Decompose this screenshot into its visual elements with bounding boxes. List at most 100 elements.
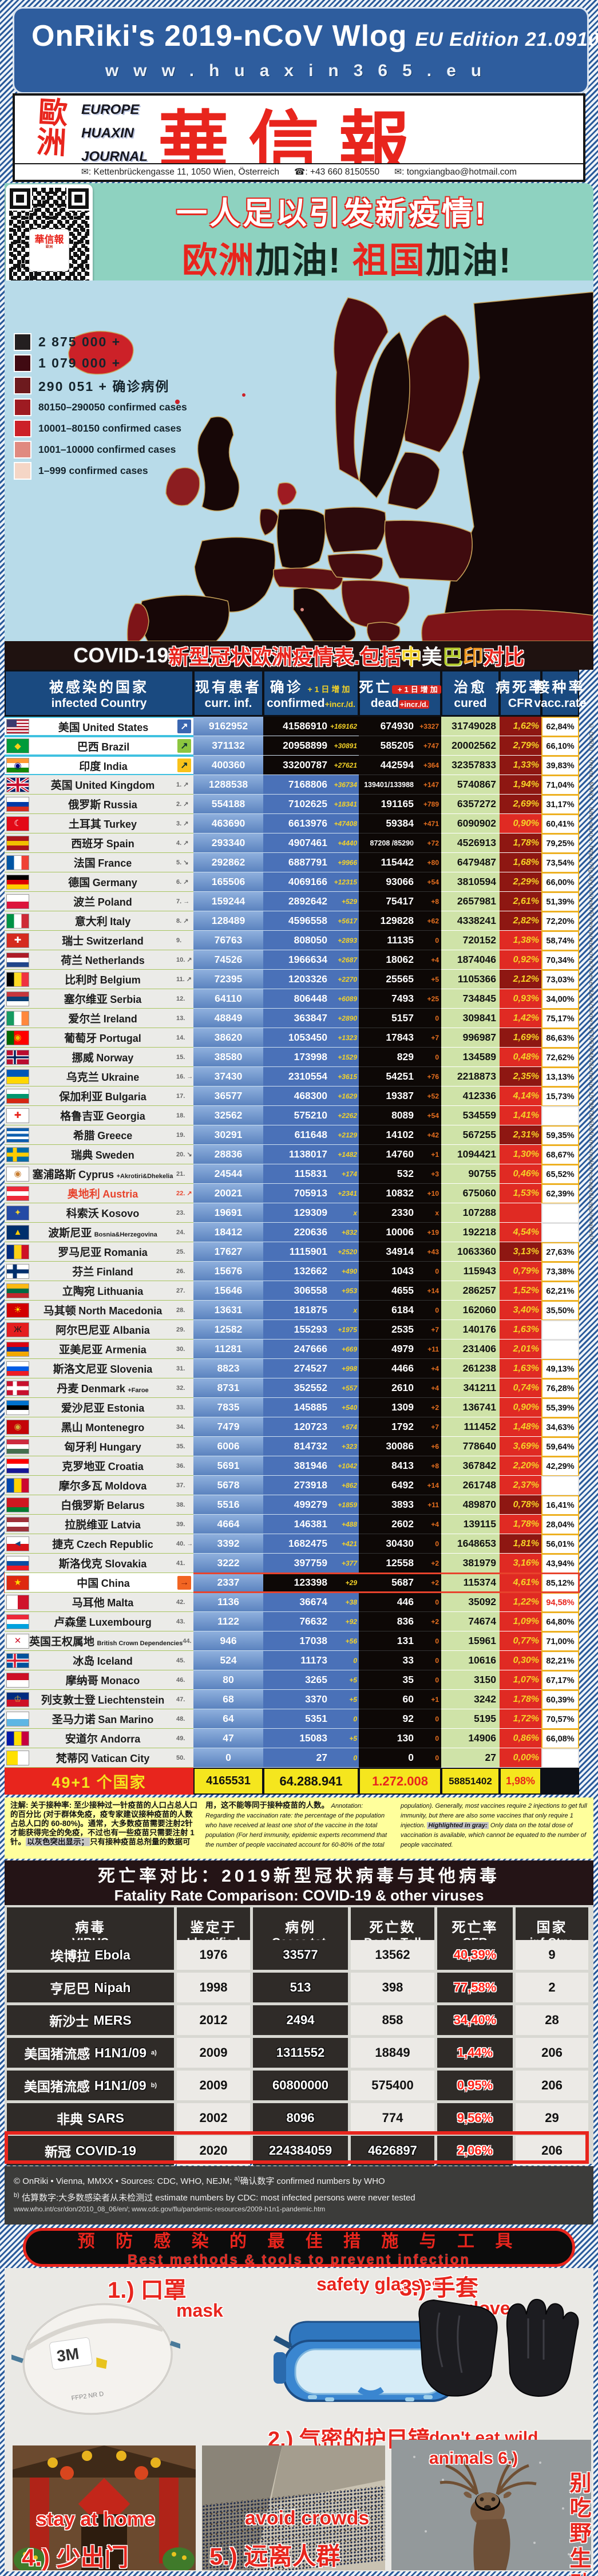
dead-cell: 446 0 (359, 1593, 441, 1612)
table-row: 瑞典 Sweden 20. ↘ 28836 1138017 +1482 14760 +1 10… (5, 1145, 579, 1164)
fatality-cell: 9,56% (437, 2103, 513, 2133)
current-infected: 1122 (193, 1612, 263, 1631)
rank-label: 41. (176, 1559, 185, 1567)
country-name: 阿尔巴尼亚 Albania (56, 1325, 150, 1337)
vaccination-cell: 60,41% (541, 814, 579, 833)
fatality-cell: 33577 (253, 1940, 348, 1970)
cured-cell: 3242 (441, 1690, 500, 1709)
country-cell: 白俄罗斯 Belarus 38. (5, 1495, 193, 1515)
vaccination-cell: 85,12% (541, 1573, 579, 1593)
table-row: ☾ 土耳其 Turkey 3. ↗ 463690 6613976 +47408 59384 +… (5, 814, 579, 833)
dead-cell: 191165 +789 (359, 795, 441, 814)
flag-emblem: ✦ (14, 1208, 22, 1218)
confirmed-cell: 132662 +490 (263, 1262, 359, 1281)
cfr-cell: 0,90% (500, 1398, 541, 1417)
cfr-cell: 2,37% (500, 1476, 541, 1495)
confirmed-cell: 27 0 (263, 1748, 359, 1768)
current-infected: 64110 (193, 989, 263, 1009)
rank-label: 47. (176, 1696, 185, 1703)
country-cell: 保加利亚 Bulgaria 17. (5, 1086, 193, 1106)
confirmed-cell: 4907461 +4440 (263, 833, 359, 853)
dead-cell: 10006 +19 (359, 1223, 441, 1242)
cured-cell: 14906 (441, 1729, 500, 1748)
legend-item: 2 875 000 + (14, 333, 187, 351)
email-icon: ✉ (394, 167, 402, 177)
country-name: 保加利亚 Bulgaria (59, 1091, 146, 1103)
country-cell: 意大利 Italy 8. ↗ (5, 911, 193, 931)
covid-title-part: 巴 (442, 645, 463, 669)
confirmed-cell: 1053450 +1323 (263, 1028, 359, 1048)
vaccination-cell: 70,57% (541, 1709, 579, 1729)
legend-item: 290 051 + 确诊病例 (14, 376, 187, 395)
table-row: ★ 中国 China → 2337 123398 +29 5687 +2 115374 4,61%… (4, 1573, 580, 1593)
flag-emblem: ◄ (13, 1539, 22, 1548)
country-name: 俄罗斯 Russia (68, 799, 137, 811)
flag-icon (6, 1049, 29, 1065)
prevention-title-cn: 预 防 感 染 的 最 佳 措 施 与 工 具 (77, 2232, 521, 2251)
country-name: 罗马尼亚 Romania (58, 1247, 148, 1259)
dead-cell: 19387 +52 (359, 1086, 441, 1106)
dead-cell: 30430 0 (359, 1534, 441, 1554)
cfr-cell: 0,77% (500, 1631, 541, 1651)
fatality-cell: 13562 (351, 1940, 434, 1970)
flag-emblem: ◉ (14, 1422, 22, 1432)
current-infected: 15646 (193, 1281, 263, 1301)
cured-cell: 134589 (441, 1048, 500, 1067)
flag-icon: ✚ (6, 933, 29, 948)
fatality-table: 病毒VIRUS鉴定于Identified病例Cases tot.死亡数Death… (5, 1905, 593, 2166)
country-name: 克罗地亚 Croatia (62, 1461, 144, 1473)
covid-title-part: 印 (462, 645, 484, 669)
rank-label: 49. (176, 1735, 185, 1742)
legend-label: 290 051 + 确诊病例 (38, 379, 170, 394)
table-row: 爱沙尼亚 Estonia 33. 7835 145885 +540 1309 +2 13674… (5, 1398, 579, 1417)
annotation-notes: 注解: 关于接种率: 至少接种过一针疫苗的人口占总人口的百分比 (对于群体免疫，… (5, 1797, 593, 1859)
fatality-cell: 77,58% (437, 1973, 513, 2002)
cured-cell: 534559 (441, 1106, 500, 1125)
current-infected: 28836 (193, 1145, 263, 1164)
country-cell: ◉ 印度 India ↗ (5, 756, 193, 775)
column-header: 被感染的国家 infected Country (6, 671, 192, 715)
fatality-cell: 206 (516, 2071, 588, 2100)
flag-icon (6, 1147, 29, 1162)
confirmed-cell: 36674 +38 (263, 1593, 359, 1612)
flag-icon (6, 1400, 29, 1415)
cured-cell: 5195 (441, 1709, 500, 1729)
confirmed-cell: 7168806 +36734 (263, 775, 359, 795)
dead-cell: 11135 0 (359, 931, 441, 950)
note-en-highlight: Highlighted in gray: (427, 1822, 489, 1829)
current-infected: 20021 (193, 1184, 263, 1203)
slogan-line2: 欧洲加油! 祖国加油! (182, 241, 512, 280)
confirmed-cell: 20958899 +30891 (263, 736, 359, 756)
cfr-cell: 0,46% (500, 1164, 541, 1184)
phone-item: ☎: +43 660 8150550 (294, 167, 380, 177)
current-infected: 165506 (193, 872, 263, 892)
cured-cell: 3150 (441, 1670, 500, 1690)
confirmed-cell: 129309 x (263, 1203, 359, 1223)
fatality-cell: 亨尼巴 Nipah (7, 1973, 174, 2002)
email-item[interactable]: ✉: tongxiangbao@hotmail.com (394, 167, 517, 177)
cfr-cell: 1,38% (500, 931, 541, 950)
vaccination-cell: 76,28% (541, 1378, 579, 1398)
table-row: ◄ 捷克 Czech Republic 40. → 3392 1682475 +421 30… (5, 1534, 579, 1554)
country-name: 爱尔兰 Ireland (68, 1013, 137, 1025)
country-cell: ◄ 捷克 Czech Republic 40. → (5, 1534, 193, 1554)
flag-icon (6, 1653, 29, 1668)
footnote-urls[interactable]: www.who.int/csr/don/2010_08_06/en/; www.… (14, 2205, 326, 2213)
total-label: 49+1 个国家 (5, 1768, 193, 1795)
rank-label: 45. (176, 1657, 185, 1664)
rank-label: 25. (176, 1248, 185, 1255)
dead-cell: 35 0 (359, 1670, 441, 1690)
table-row: ✚ 格鲁吉亚 Georgia 18. 32562 575210 +2262 8089 +54 5… (5, 1106, 579, 1125)
country-name: 中国 China (77, 1578, 130, 1590)
covid-title-part: COVID-19 (73, 643, 169, 667)
dead-cell: 5157 0 (359, 1009, 441, 1028)
column-header: 接种率 vacc.rate (534, 671, 587, 715)
dead-cell: 4655 +14 (359, 1281, 441, 1301)
confirmed-cell: 274527 +998 (263, 1359, 359, 1378)
site-url[interactable]: www.huaxin365.eu (105, 61, 497, 80)
cfr-cell: 1,52% (500, 1281, 541, 1301)
confirmed-cell: 381946 +1042 (263, 1456, 359, 1476)
country-cell: 希腊 Greece 19. (5, 1125, 193, 1145)
cured-cell: 1094421 (441, 1145, 500, 1164)
table-row: 冰岛 Iceland 45. 524 11173 0 33 0 10616 0,30% 82,21… (5, 1651, 579, 1670)
